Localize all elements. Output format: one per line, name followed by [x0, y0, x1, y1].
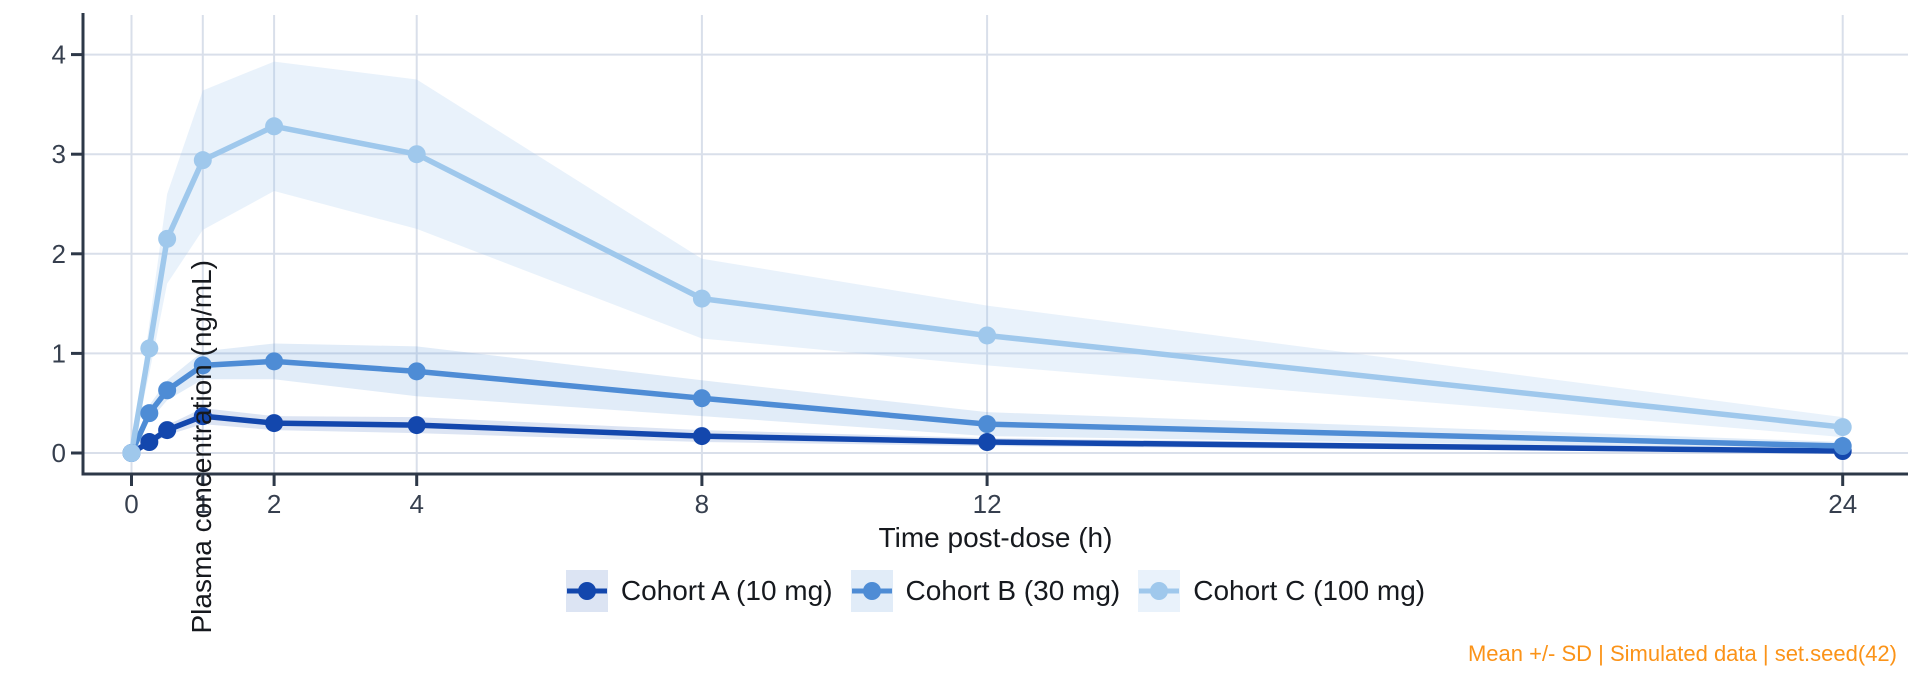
y-tick-label: 4	[52, 40, 66, 70]
axes	[71, 13, 1908, 486]
y-tick-label: 3	[52, 139, 66, 169]
legend-item-cohort-c: Cohort C (100 mg)	[1138, 570, 1425, 612]
data-point	[692, 427, 711, 446]
data-point	[193, 407, 212, 426]
data-point	[140, 404, 159, 423]
data-point	[1833, 418, 1852, 437]
legend-label: Cohort C (100 mg)	[1193, 575, 1426, 606]
data-point	[158, 421, 177, 440]
data-point	[692, 389, 711, 408]
data-point	[265, 352, 284, 371]
mean-points	[122, 117, 1852, 462]
y-tick-label: 0	[52, 438, 66, 468]
chart-caption: Mean +/- SD | Simulated data | set.seed(…	[1467, 641, 1897, 666]
data-point	[158, 229, 177, 248]
x-tick-label: 1	[196, 489, 210, 519]
data-point	[407, 145, 426, 164]
data-point	[978, 433, 997, 452]
data-point	[265, 414, 284, 433]
legend-item-cohort-a: Cohort A (10 mg)	[565, 570, 833, 612]
legend-key-icon	[565, 570, 608, 612]
data-point	[978, 415, 997, 434]
data-point	[407, 416, 426, 435]
x-tick-label: 8	[695, 489, 709, 519]
x-tick-label: 4	[409, 489, 423, 519]
x-tick-label: 12	[973, 489, 1002, 519]
data-point	[140, 339, 159, 358]
data-point	[978, 326, 997, 345]
legend-key-icon	[1138, 570, 1181, 612]
data-point	[193, 356, 212, 375]
x-tick-label: 2	[267, 489, 281, 519]
legend-label: Cohort A (10 mg)	[620, 575, 833, 606]
data-point	[1833, 437, 1852, 456]
y-tick-label: 1	[52, 338, 66, 368]
data-point	[692, 289, 711, 308]
data-point	[122, 444, 141, 462]
data-point	[407, 362, 426, 381]
legend-key-icon	[850, 570, 893, 612]
legend-label: Cohort B (30 mg)	[905, 575, 1121, 606]
x-axis-title: Time post-dose (h)	[878, 522, 1113, 553]
legend: Cohort A (10 mg) Cohort B (30 mg) Cohort…	[83, 570, 1908, 612]
x-tick-label: 24	[1828, 489, 1857, 519]
data-point	[193, 151, 212, 170]
sd-ribbon-series-1	[131, 343, 1843, 453]
y-tick-label: 2	[52, 239, 66, 269]
legend-item-cohort-b: Cohort B (30 mg)	[850, 570, 1121, 612]
data-point	[158, 381, 177, 400]
gridlines	[83, 15, 1908, 474]
data-point	[265, 117, 284, 136]
data-point	[140, 433, 159, 452]
sd-ribbon-series-2	[131, 61, 1843, 454]
x-tick-label: 0	[124, 489, 138, 519]
